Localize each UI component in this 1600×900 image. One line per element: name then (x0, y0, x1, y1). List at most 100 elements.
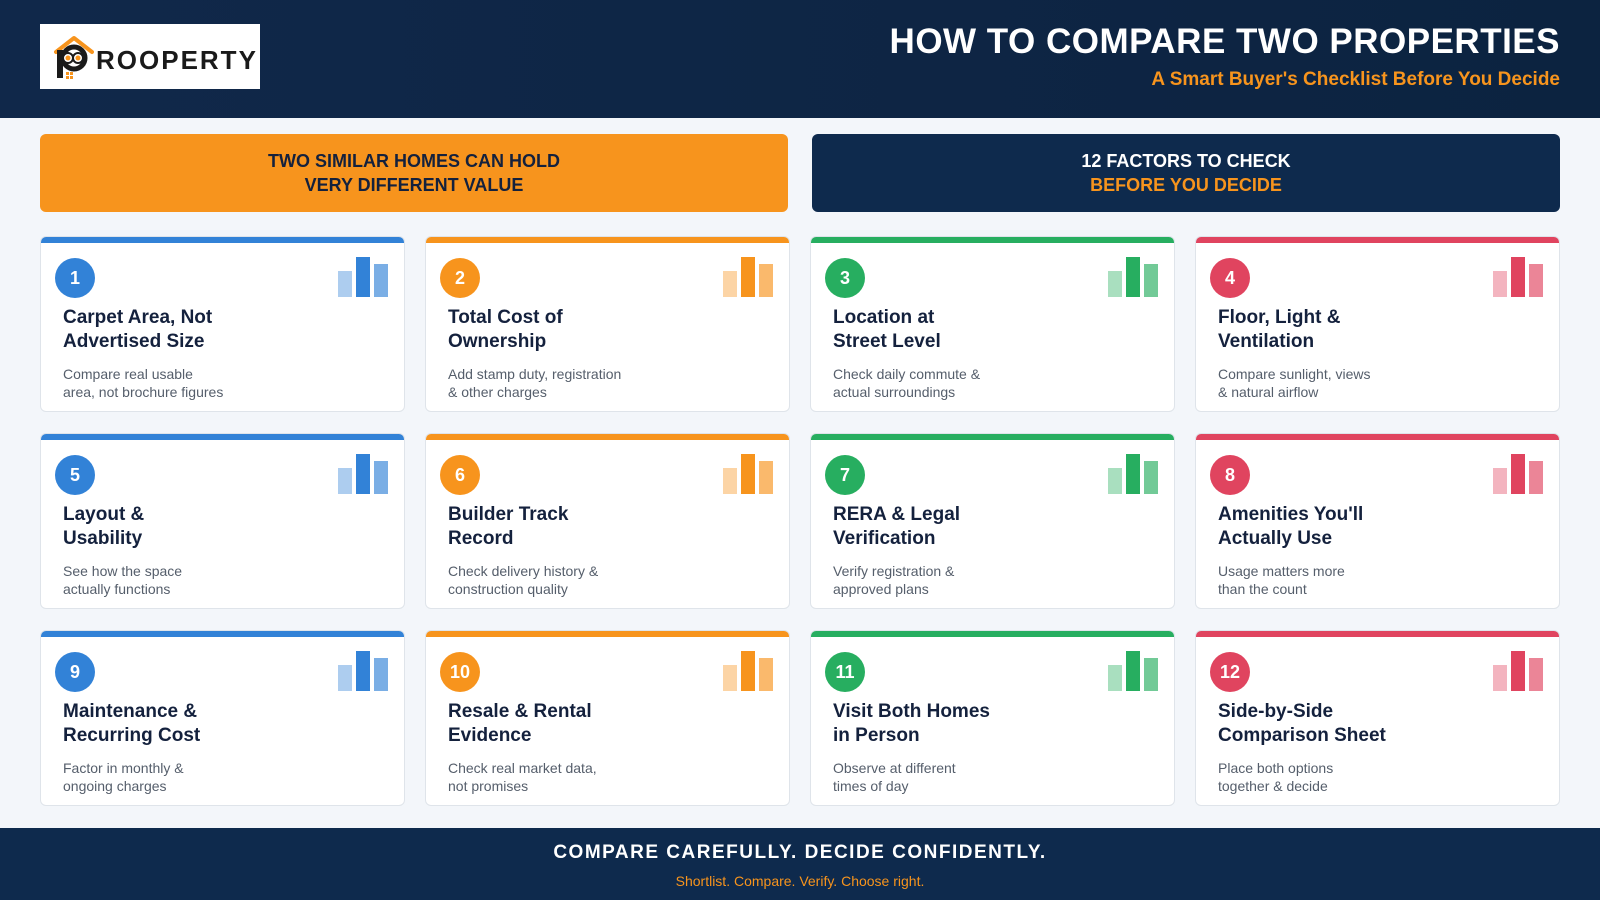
factor-title-line: Side-by-Side (1218, 701, 1334, 722)
bar-chart-icon (1108, 257, 1158, 297)
factor-description-line: Observe at different (833, 760, 956, 776)
factor-card[interactable]: 7 RERA & Legal Verification Verify registra… (810, 433, 1175, 609)
factor-number-badge: 7 (825, 455, 865, 495)
card-accent-bar (426, 237, 789, 243)
factor-card[interactable]: 11 Visit Both Homes in Person Observe at di… (810, 630, 1175, 806)
bar-chart-icon-bar (723, 468, 737, 494)
factor-number-badge: 12 (1210, 652, 1250, 692)
factor-number-badge: 3 (825, 258, 865, 298)
bar-chart-icon-bar (1511, 454, 1525, 494)
bar-chart-icon (1108, 454, 1158, 494)
factor-title-line: Maintenance & (63, 701, 198, 722)
bar-chart-icon-bar (1493, 468, 1507, 494)
factor-description-line: construction quality (448, 581, 568, 597)
card-accent-bar (426, 631, 789, 637)
factor-title-line: Location at (833, 307, 935, 328)
bar-chart-icon (1493, 651, 1543, 691)
factor-description-line: See how the space (63, 563, 183, 579)
bar-chart-icon (1108, 651, 1158, 691)
factor-number-badge: 6 (440, 455, 480, 495)
card-accent-bar (41, 434, 404, 440)
factor-card[interactable]: 10 Resale & Rental Evidence Check real mark… (425, 630, 790, 806)
factor-description: Observe at different times of day (833, 759, 1153, 795)
factor-description-line: & other charges (448, 384, 547, 400)
factor-title: Builder Track Record (448, 503, 768, 551)
bar-chart-icon-bar (1144, 264, 1158, 297)
factor-description-line: Check delivery history & (448, 563, 599, 579)
factor-number-badge: 2 (440, 258, 480, 298)
bar-chart-icon-bar (1493, 271, 1507, 297)
factor-description-line: Add stamp duty, registration (448, 366, 622, 382)
card-accent-bar (1196, 237, 1559, 243)
factor-description: Usage matters more than the count (1218, 562, 1538, 598)
factor-description-line: Compare real usable (63, 366, 193, 382)
factor-card[interactable]: 6 Builder Track Record Check delivery histo… (425, 433, 790, 609)
factor-title: Amenities You'll Actually Use (1218, 503, 1538, 551)
factor-card[interactable]: 8 Amenities You'll Actually Use Usage matte… (1195, 433, 1560, 609)
footer: COMPARE CAREFULLY. DECIDE CONFIDENTLY. S… (0, 828, 1600, 900)
factor-title: Total Cost of Ownership (448, 306, 768, 354)
factors-banner: 12 FACTORS TO CHECK BEFORE YOU DECIDE (812, 134, 1560, 212)
factor-description-line: actual surroundings (833, 384, 956, 400)
bar-chart-icon-bar (759, 658, 773, 691)
factor-description-line: & natural airflow (1218, 384, 1319, 400)
footer-tagline: Shortlist. Compare. Verify. Choose right… (675, 873, 925, 889)
bar-chart-icon-bar (1529, 658, 1543, 691)
factor-number-badge: 5 (55, 455, 95, 495)
bar-chart-icon-bar (1126, 454, 1140, 494)
factor-title-line: Verification (833, 528, 936, 549)
bar-chart-icon-bar (1126, 257, 1140, 297)
bar-chart-icon-bar (741, 257, 755, 297)
factor-title: Visit Both Homes in Person (833, 700, 1153, 748)
factor-card[interactable]: 5 Layout & Usability See how the space actua… (40, 433, 405, 609)
bar-chart-icon-bar (356, 651, 370, 691)
bar-chart-icon-bar (1493, 665, 1507, 691)
factor-card[interactable]: 1 Carpet Area, Not Advertised Size Compare … (40, 236, 405, 412)
factor-title: RERA & Legal Verification (833, 503, 1153, 551)
factor-description: See how the space actually functions (63, 562, 383, 598)
bar-chart-icon (338, 454, 388, 494)
card-accent-bar (41, 631, 404, 637)
bar-chart-icon (1493, 257, 1543, 297)
factor-description-line: ongoing charges (63, 778, 167, 794)
factor-description: Check real market data, not promises (448, 759, 768, 795)
factor-title-line: Recurring Cost (63, 725, 201, 746)
factor-description-line: together & decide (1218, 778, 1328, 794)
card-accent-bar (811, 237, 1174, 243)
card-accent-bar (1196, 631, 1559, 637)
bar-chart-icon-bar (356, 454, 370, 494)
factor-description-line: Factor in monthly & (63, 760, 184, 776)
value-banner-line1: TWO SIMILAR HOMES CAN HOLD (268, 151, 560, 171)
factor-title: Location at Street Level (833, 306, 1153, 354)
factor-card[interactable]: 2 Total Cost of Ownership Add stamp duty, r… (425, 236, 790, 412)
bar-chart-icon-bar (338, 665, 352, 691)
footer-title: COMPARE CAREFULLY. DECIDE CONFIDENTLY. (553, 842, 1047, 863)
factor-number-badge: 9 (55, 652, 95, 692)
factor-number-badge: 11 (825, 652, 865, 692)
bar-chart-icon (338, 257, 388, 297)
factor-card[interactable]: 3 Location at Street Level Check daily comm… (810, 236, 1175, 412)
card-accent-bar (1196, 434, 1559, 440)
factor-card[interactable]: 12 Side-by-Side Comparison Sheet Place both… (1195, 630, 1560, 806)
bar-chart-icon (338, 651, 388, 691)
house-logo-icon (54, 34, 94, 80)
logo[interactable]: ROOPERTY (40, 24, 260, 89)
factor-title: Side-by-Side Comparison Sheet (1218, 700, 1538, 748)
factor-title-line: Evidence (448, 725, 532, 746)
factor-description-line: than the count (1218, 581, 1307, 597)
factor-number-badge: 10 (440, 652, 480, 692)
factor-card[interactable]: 4 Floor, Light & Ventilation Compare sunlig… (1195, 236, 1560, 412)
factor-description-line: Compare sunlight, views (1218, 366, 1371, 382)
factor-card[interactable]: 9 Maintenance & Recurring Cost Factor in mo… (40, 630, 405, 806)
factor-description-line: Verify registration & (833, 563, 955, 579)
factor-title-line: Amenities You'll (1218, 504, 1364, 525)
factor-number-badge: 1 (55, 258, 95, 298)
bar-chart-icon-bar (338, 271, 352, 297)
bar-chart-icon (723, 651, 773, 691)
bar-chart-icon-bar (374, 461, 388, 494)
page-title: HOW TO COMPARE TWO PROPERTIES (889, 22, 1560, 61)
bar-chart-icon-bar (1529, 264, 1543, 297)
value-banner-line2: VERY DIFFERENT VALUE (304, 175, 524, 195)
factor-description: Verify registration & approved plans (833, 562, 1153, 598)
bar-chart-icon (723, 257, 773, 297)
